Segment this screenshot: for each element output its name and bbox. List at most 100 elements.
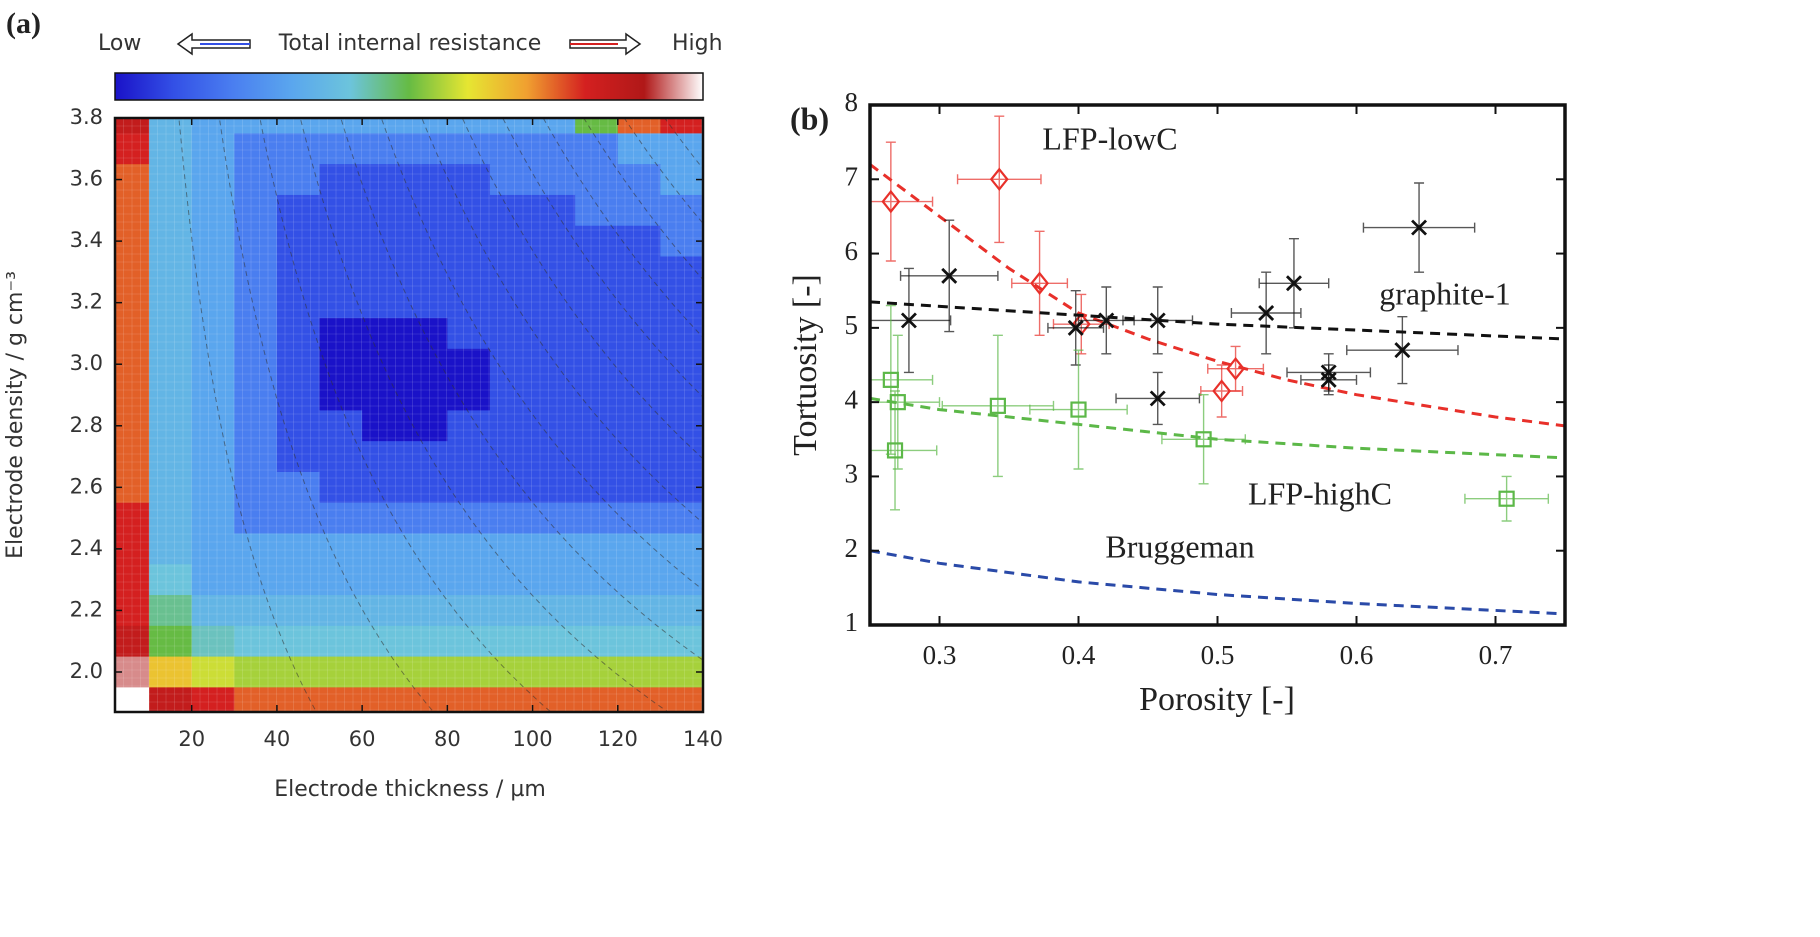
error-bar [1011,230,1069,336]
heatmap-cell [404,118,448,134]
y-tick-label: 3.2 [70,290,103,314]
error-bar [870,390,938,511]
heatmap-cell [191,225,235,257]
heatmap-cell [532,410,576,442]
heatmap-cell [191,379,235,411]
heatmap-cell [234,256,278,288]
heatmap-cell [191,164,235,196]
heatmap-cell [617,194,661,227]
heatmap-cell [447,379,491,411]
heatmap-cell [191,564,235,596]
heatmap-cell [362,564,406,596]
fine-grid [115,118,703,712]
heatmap-cell [234,225,278,257]
heatmap-cell [276,441,321,473]
heatmap-cell [660,441,703,473]
heatmap-cell [447,471,491,504]
heatmap-cell [319,471,363,504]
heatmap-cell [532,502,576,534]
heatmap-cell [319,502,363,534]
heatmap-cell [234,348,278,381]
heatmap-cell [115,133,150,165]
x-tick-label: 40 [264,727,291,751]
heatmap-cell [362,256,406,288]
series-label: LFP-lowC [1042,120,1177,156]
arrow-left [176,32,251,56]
heatmap-cell [489,287,534,319]
heatmap-cell [276,410,321,442]
colorbar-low: Low [98,31,141,56]
heatmap-cell [404,656,448,688]
fit-line [870,300,1565,341]
x-tick-label: 120 [598,727,638,751]
heatmap-cell [532,118,576,134]
heatmap-cell [191,118,235,134]
heatmap-cell [234,656,278,688]
heatmap-cell [660,225,703,257]
heatmap-cell [149,441,193,473]
heatmap-cell [575,287,619,319]
contour-line [623,118,703,225]
heatmap-cell [447,225,491,257]
heatmap-cell [532,164,576,196]
heatmap-cell [362,595,406,627]
heatmap-cell [447,410,491,442]
y-tick-label: 3.8 [70,105,103,129]
contour-line [340,118,703,661]
y-tick-label: 2.6 [70,474,103,498]
heatmap-cell [191,625,235,658]
heatmap-cell [489,194,534,227]
x-tick-label: 100 [513,727,553,751]
heatmap-cell [660,502,703,534]
heatmap-cell [447,287,491,319]
heatmap-cell [404,471,448,504]
error-bar [1207,345,1265,392]
heatmap-cell [276,595,321,627]
heatmap-cell [319,256,363,288]
y-tick-label: 8 [845,87,859,117]
x-tick-label: 0.4 [1062,640,1096,670]
heatmap-cell [489,348,534,381]
heatmap-cell [575,687,619,712]
heatmap-cell [617,410,661,442]
heatmap-cell [489,687,534,712]
error-bar [1029,349,1128,470]
heatmap-cell [660,564,703,596]
heatmap-cell [617,471,661,504]
marker [1149,312,1166,329]
heatmap-cell [660,595,703,627]
heatmap-cell [575,133,619,165]
heatmap-cell [319,595,363,627]
heatmap-cell [191,348,235,381]
heatmap-cell [362,687,406,712]
y-tick-label: 3.0 [70,351,103,375]
heatmap-cell [575,225,619,257]
heatmap-cell [234,595,278,627]
heatmap-cell [234,194,278,227]
heatmap-cell [276,164,321,196]
heatmap-cell [191,687,235,712]
heatmap-cell [575,533,619,565]
marker [941,267,958,284]
heatmap-cell [115,194,150,227]
heatmap-cell [532,564,576,596]
heatmap-cell [575,595,619,627]
heatmap-cell [115,287,150,319]
marker [1212,379,1232,403]
panel-b: LFP-lowC graphite-1 LFP-highC Bruggeman 0.3 0… [845,87,1567,670]
heatmap-cell [575,564,619,596]
heatmap-cell [149,471,193,504]
heatmap-cell [234,533,278,565]
heatmap-cell [191,533,235,565]
heatmap-cell [532,379,576,411]
heatmap-cell [234,410,278,442]
x-error-bar [1161,434,1246,445]
heatmap-cell [404,625,448,658]
heatmap-cell [149,164,193,196]
y-tick-label: 4 [845,384,859,414]
heatmap-cell [276,287,321,319]
heatmap-cell [447,118,491,134]
heatmap-cell [234,625,278,658]
heatmap-cell [276,118,321,134]
heatmap-cell [617,595,661,627]
